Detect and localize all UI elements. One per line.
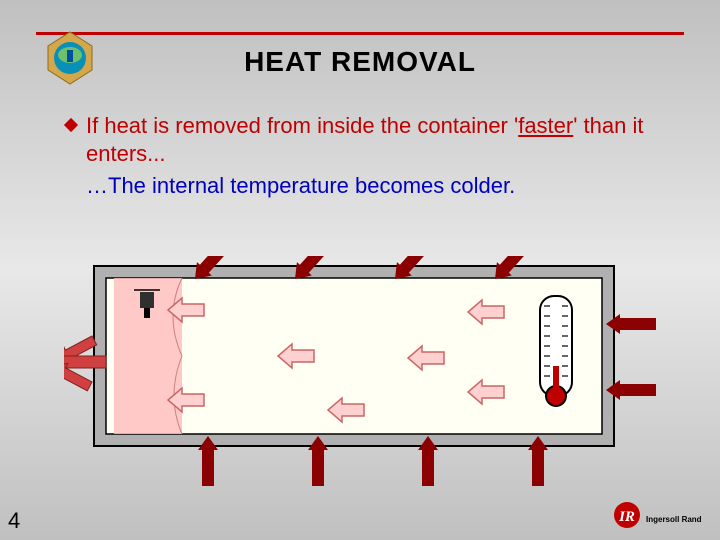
sub-bullet-text: …The internal temperature becomes colder… xyxy=(86,173,670,199)
slide-title: HEAT REMOVAL xyxy=(0,46,720,78)
bullet-1-underline: faster xyxy=(518,113,573,138)
bullet-1-text: If heat is removed from inside the conta… xyxy=(86,112,670,167)
container-diagram xyxy=(64,256,624,476)
bullet-1-pre: If heat is removed from inside the conta… xyxy=(86,113,518,138)
ingersoll-rand-logo: IR Ingersoll Rand xyxy=(612,500,702,530)
bullet-diamond-icon xyxy=(64,118,78,132)
body-text: If heat is removed from inside the conta… xyxy=(66,112,670,199)
svg-text:IR: IR xyxy=(618,509,635,525)
bullet-1: If heat is removed from inside the conta… xyxy=(66,112,670,167)
accent-bar xyxy=(36,32,684,35)
svg-text:Ingersoll Rand: Ingersoll Rand xyxy=(646,515,702,524)
page-number: 4 xyxy=(8,508,20,534)
thermometer-icon xyxy=(540,296,572,406)
